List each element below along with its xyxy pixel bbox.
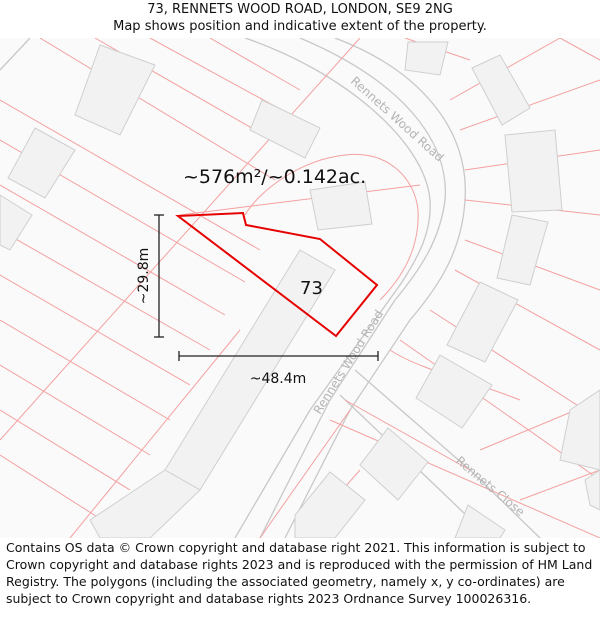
building — [0, 194, 33, 251]
map-header: 73, RENNETS WOOD ROAD, LONDON, SE9 2NG M… — [0, 0, 600, 39]
map-subtitle: Map shows position and indicative extent… — [113, 19, 487, 34]
road-edge-corner — [0, 37, 31, 71]
horizontal-dimension-label: ~48.4m — [250, 371, 307, 387]
building — [249, 99, 321, 159]
road-edge-inner — [234, 37, 431, 539]
building — [309, 181, 373, 231]
attribution-footer: Contains OS data © Crown copyright and d… — [6, 539, 596, 607]
building — [584, 469, 600, 511]
building — [74, 44, 156, 136]
map-canvas[interactable]: Rennets Wood Road Rennets Wood Road Renn… — [0, 37, 600, 539]
plot-number-label: 73 — [300, 278, 323, 299]
vertical-dimension-label: ~29.8m — [136, 248, 152, 305]
property-boundary[interactable] — [175, 211, 379, 338]
building — [7, 127, 76, 199]
address-title: 73, RENNETS WOOD ROAD, LONDON, SE9 2NG — [147, 2, 453, 17]
map-svg: Rennets Wood Road Rennets Wood Road Renn… — [0, 37, 600, 539]
buildings — [0, 41, 600, 539]
horizontal-dimension-line — [178, 351, 379, 361]
building — [359, 427, 429, 501]
building — [559, 389, 600, 471]
building — [504, 129, 563, 213]
area-label: ~576m²/~0.142ac. — [183, 166, 366, 188]
building — [415, 354, 493, 429]
road-edge-outer-east — [284, 37, 466, 539]
building — [496, 214, 549, 286]
building — [404, 41, 449, 76]
vertical-dimension-line — [154, 214, 164, 338]
attribution-text: Contains OS data © Crown copyright and d… — [6, 540, 593, 606]
road-edge-outer-west — [259, 37, 446, 539]
building — [471, 54, 531, 126]
building — [446, 281, 519, 363]
